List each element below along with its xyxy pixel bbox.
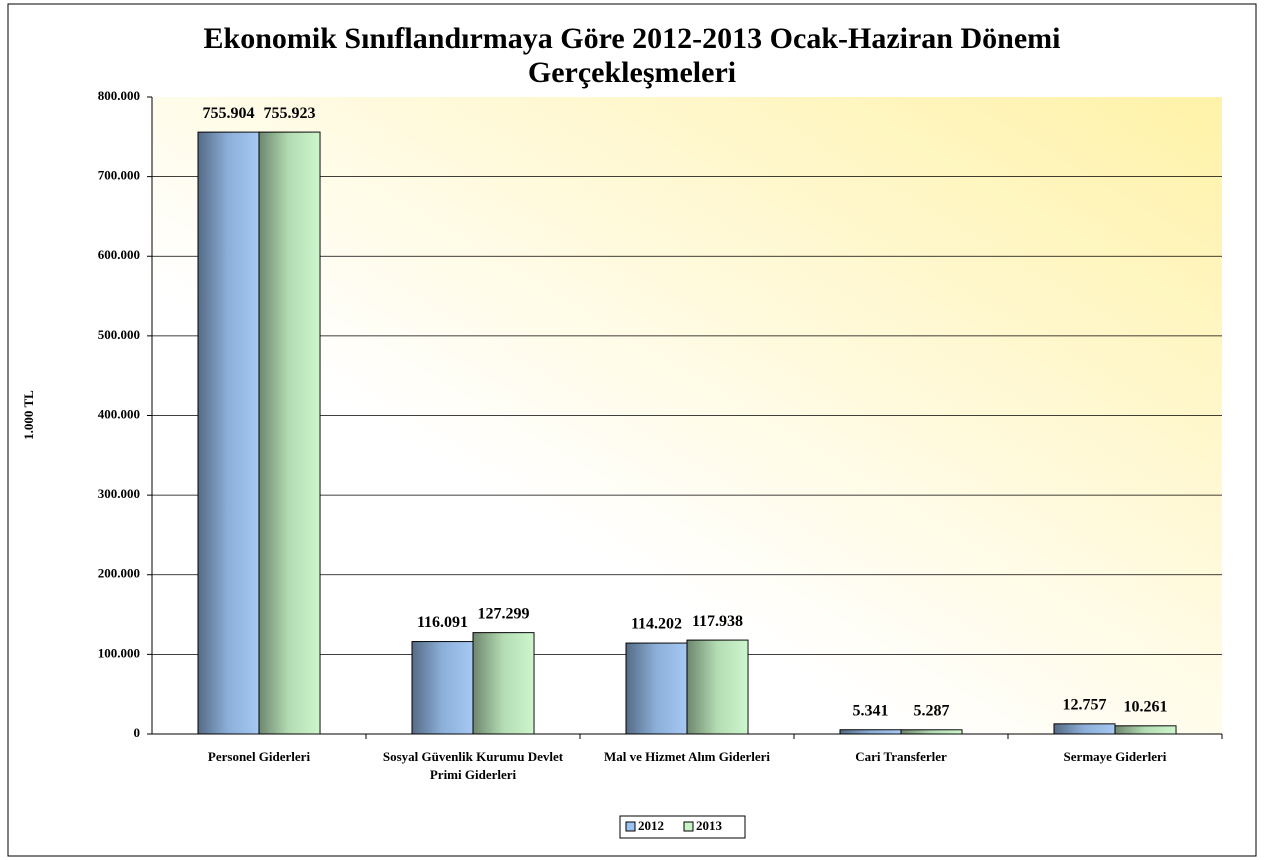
bar xyxy=(472,632,535,735)
bar xyxy=(1114,725,1177,735)
bar xyxy=(1053,723,1116,735)
bar xyxy=(686,639,749,735)
bar xyxy=(411,641,474,735)
data-label: 10.261 xyxy=(1124,699,1168,716)
bar xyxy=(258,131,321,735)
outer-frame xyxy=(7,3,1257,857)
y-axis-label: 1.000 TL xyxy=(21,390,36,440)
data-label: 5.287 xyxy=(914,702,950,719)
bar xyxy=(625,642,688,735)
y-tick-label: 0 xyxy=(134,725,141,740)
x-tick-label: Personel Giderleri xyxy=(207,749,311,764)
data-label: 117.938 xyxy=(692,613,743,630)
y-tick-label: 200.000 xyxy=(98,566,140,581)
legend-label: 2013 xyxy=(696,818,723,833)
x-tick-label: Cari Transferler xyxy=(855,749,947,764)
legend-frame xyxy=(619,815,746,839)
data-label: 12.757 xyxy=(1063,697,1107,714)
y-tick-label: 300.000 xyxy=(98,486,140,501)
y-tick-label: 600.000 xyxy=(98,247,140,262)
y-tick-label: 400.000 xyxy=(98,406,140,421)
x-tick-label: Mal ve Hizmet Alım Giderleri xyxy=(603,749,771,764)
x-tick-label: Sermaye Giderleri xyxy=(1063,749,1167,764)
data-label: 116.091 xyxy=(417,614,468,631)
data-label: 114.202 xyxy=(631,616,682,633)
bar xyxy=(839,729,902,735)
legend-label: 2012 xyxy=(638,818,664,833)
legend-swatch xyxy=(625,821,636,832)
chart-title: Ekonomik Sınıflandırmaya Göre 2012-2013 … xyxy=(203,22,1061,89)
y-tick-label: 500.000 xyxy=(98,327,140,342)
data-label: 127.299 xyxy=(478,605,530,622)
y-tick-label: 700.000 xyxy=(98,168,140,183)
bar xyxy=(197,131,260,735)
data-label: 755.923 xyxy=(264,105,316,122)
legend-swatch xyxy=(683,821,694,832)
y-tick-label: 100.000 xyxy=(98,645,140,660)
y-tick-label: 800.000 xyxy=(98,88,140,103)
x-tick-label: Sosyal Güvenlik Kurumu Devlet Primi Gide… xyxy=(382,749,564,782)
bar xyxy=(900,729,963,735)
data-label: 5.341 xyxy=(853,702,889,719)
data-label: 755.904 xyxy=(203,105,255,122)
